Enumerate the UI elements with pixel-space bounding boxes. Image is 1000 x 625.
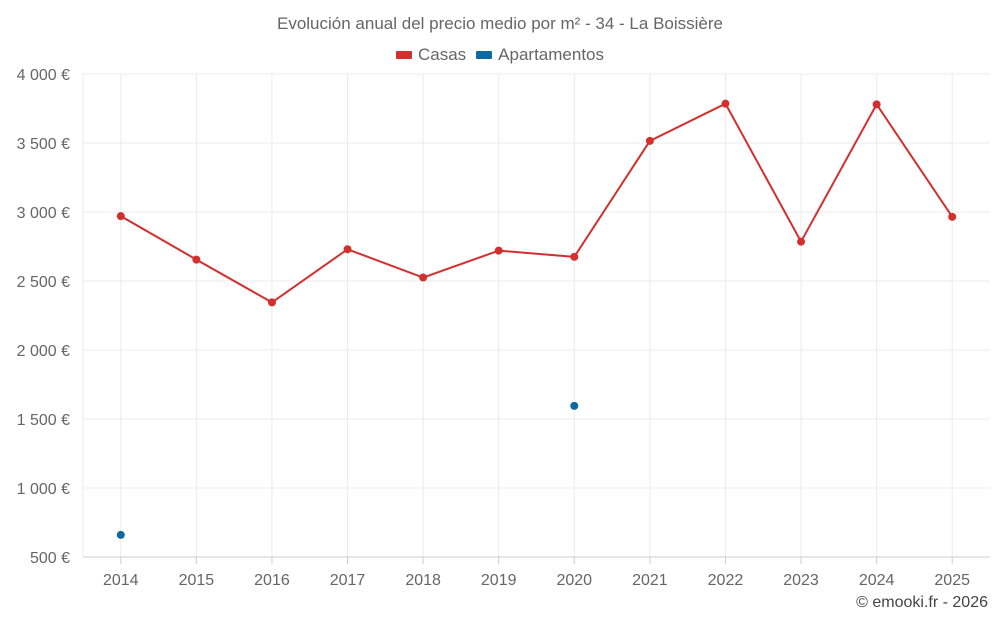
data-point-apartamentos[interactable]: [570, 401, 579, 410]
x-tick-label: 2020: [556, 572, 592, 589]
data-point-casas[interactable]: [343, 245, 352, 254]
y-tick-label: 3 500 €: [17, 136, 70, 153]
series: [116, 99, 957, 539]
y-tick-label: 3 000 €: [17, 205, 70, 222]
legend-item-casas[interactable]: Casas: [395, 45, 467, 65]
x-tick-label: 2021: [632, 572, 668, 589]
x-tick-label: 2018: [405, 572, 441, 589]
legend-label-casas: Casas: [417, 45, 467, 64]
data-point-casas[interactable]: [797, 237, 806, 246]
legend: Casas Apartamentos: [0, 45, 1000, 65]
y-tick-label: 2 500 €: [17, 274, 70, 291]
x-tick-label: 2017: [330, 572, 366, 589]
legend-swatch-casas: [395, 51, 412, 59]
data-point-casas[interactable]: [948, 212, 957, 221]
data-point-casas[interactable]: [116, 212, 125, 221]
chart-title: Evolución anual del precio medio por m² …: [276, 14, 723, 33]
data-point-casas[interactable]: [494, 246, 503, 255]
legend-swatch-apartamentos: [476, 51, 493, 59]
grid: [83, 73, 990, 558]
x-tick-label: 2022: [708, 572, 744, 589]
x-tick-label: 2014: [103, 572, 139, 589]
x-tick-label: 2015: [179, 572, 215, 589]
y-tick-label: 500 €: [30, 550, 70, 567]
x-tick-label: 2016: [254, 572, 290, 589]
data-point-casas[interactable]: [570, 252, 579, 261]
data-point-casas[interactable]: [645, 136, 654, 145]
data-point-casas[interactable]: [192, 255, 201, 264]
data-point-casas[interactable]: [872, 100, 881, 109]
axes: 500 € 1 000 € 1 500 € 2 000 € 2 500 € 3 000 €…: [17, 67, 990, 589]
y-tick-label: 1 000 €: [17, 481, 70, 498]
x-tick-label: 2023: [783, 572, 819, 589]
y-tick-label: 4 000 €: [17, 67, 70, 84]
series-line-casas: [120, 102, 954, 304]
copyright-credit: © emooki.fr - 2026: [856, 594, 988, 611]
data-point-casas[interactable]: [721, 99, 730, 108]
x-tick-label: 2025: [934, 572, 970, 589]
legend-label-apartamentos: Apartamentos: [498, 45, 605, 64]
legend-item-apartamentos[interactable]: Apartamentos: [476, 45, 604, 65]
data-point-casas[interactable]: [267, 298, 276, 307]
y-tick-label: 2 000 €: [17, 343, 70, 360]
data-point-apartamentos[interactable]: [116, 530, 125, 539]
y-tick-label: 1 500 €: [17, 412, 70, 429]
x-tick-label: 2024: [859, 572, 895, 589]
x-tick-label: 2019: [481, 572, 517, 589]
data-point-casas[interactable]: [419, 273, 428, 282]
